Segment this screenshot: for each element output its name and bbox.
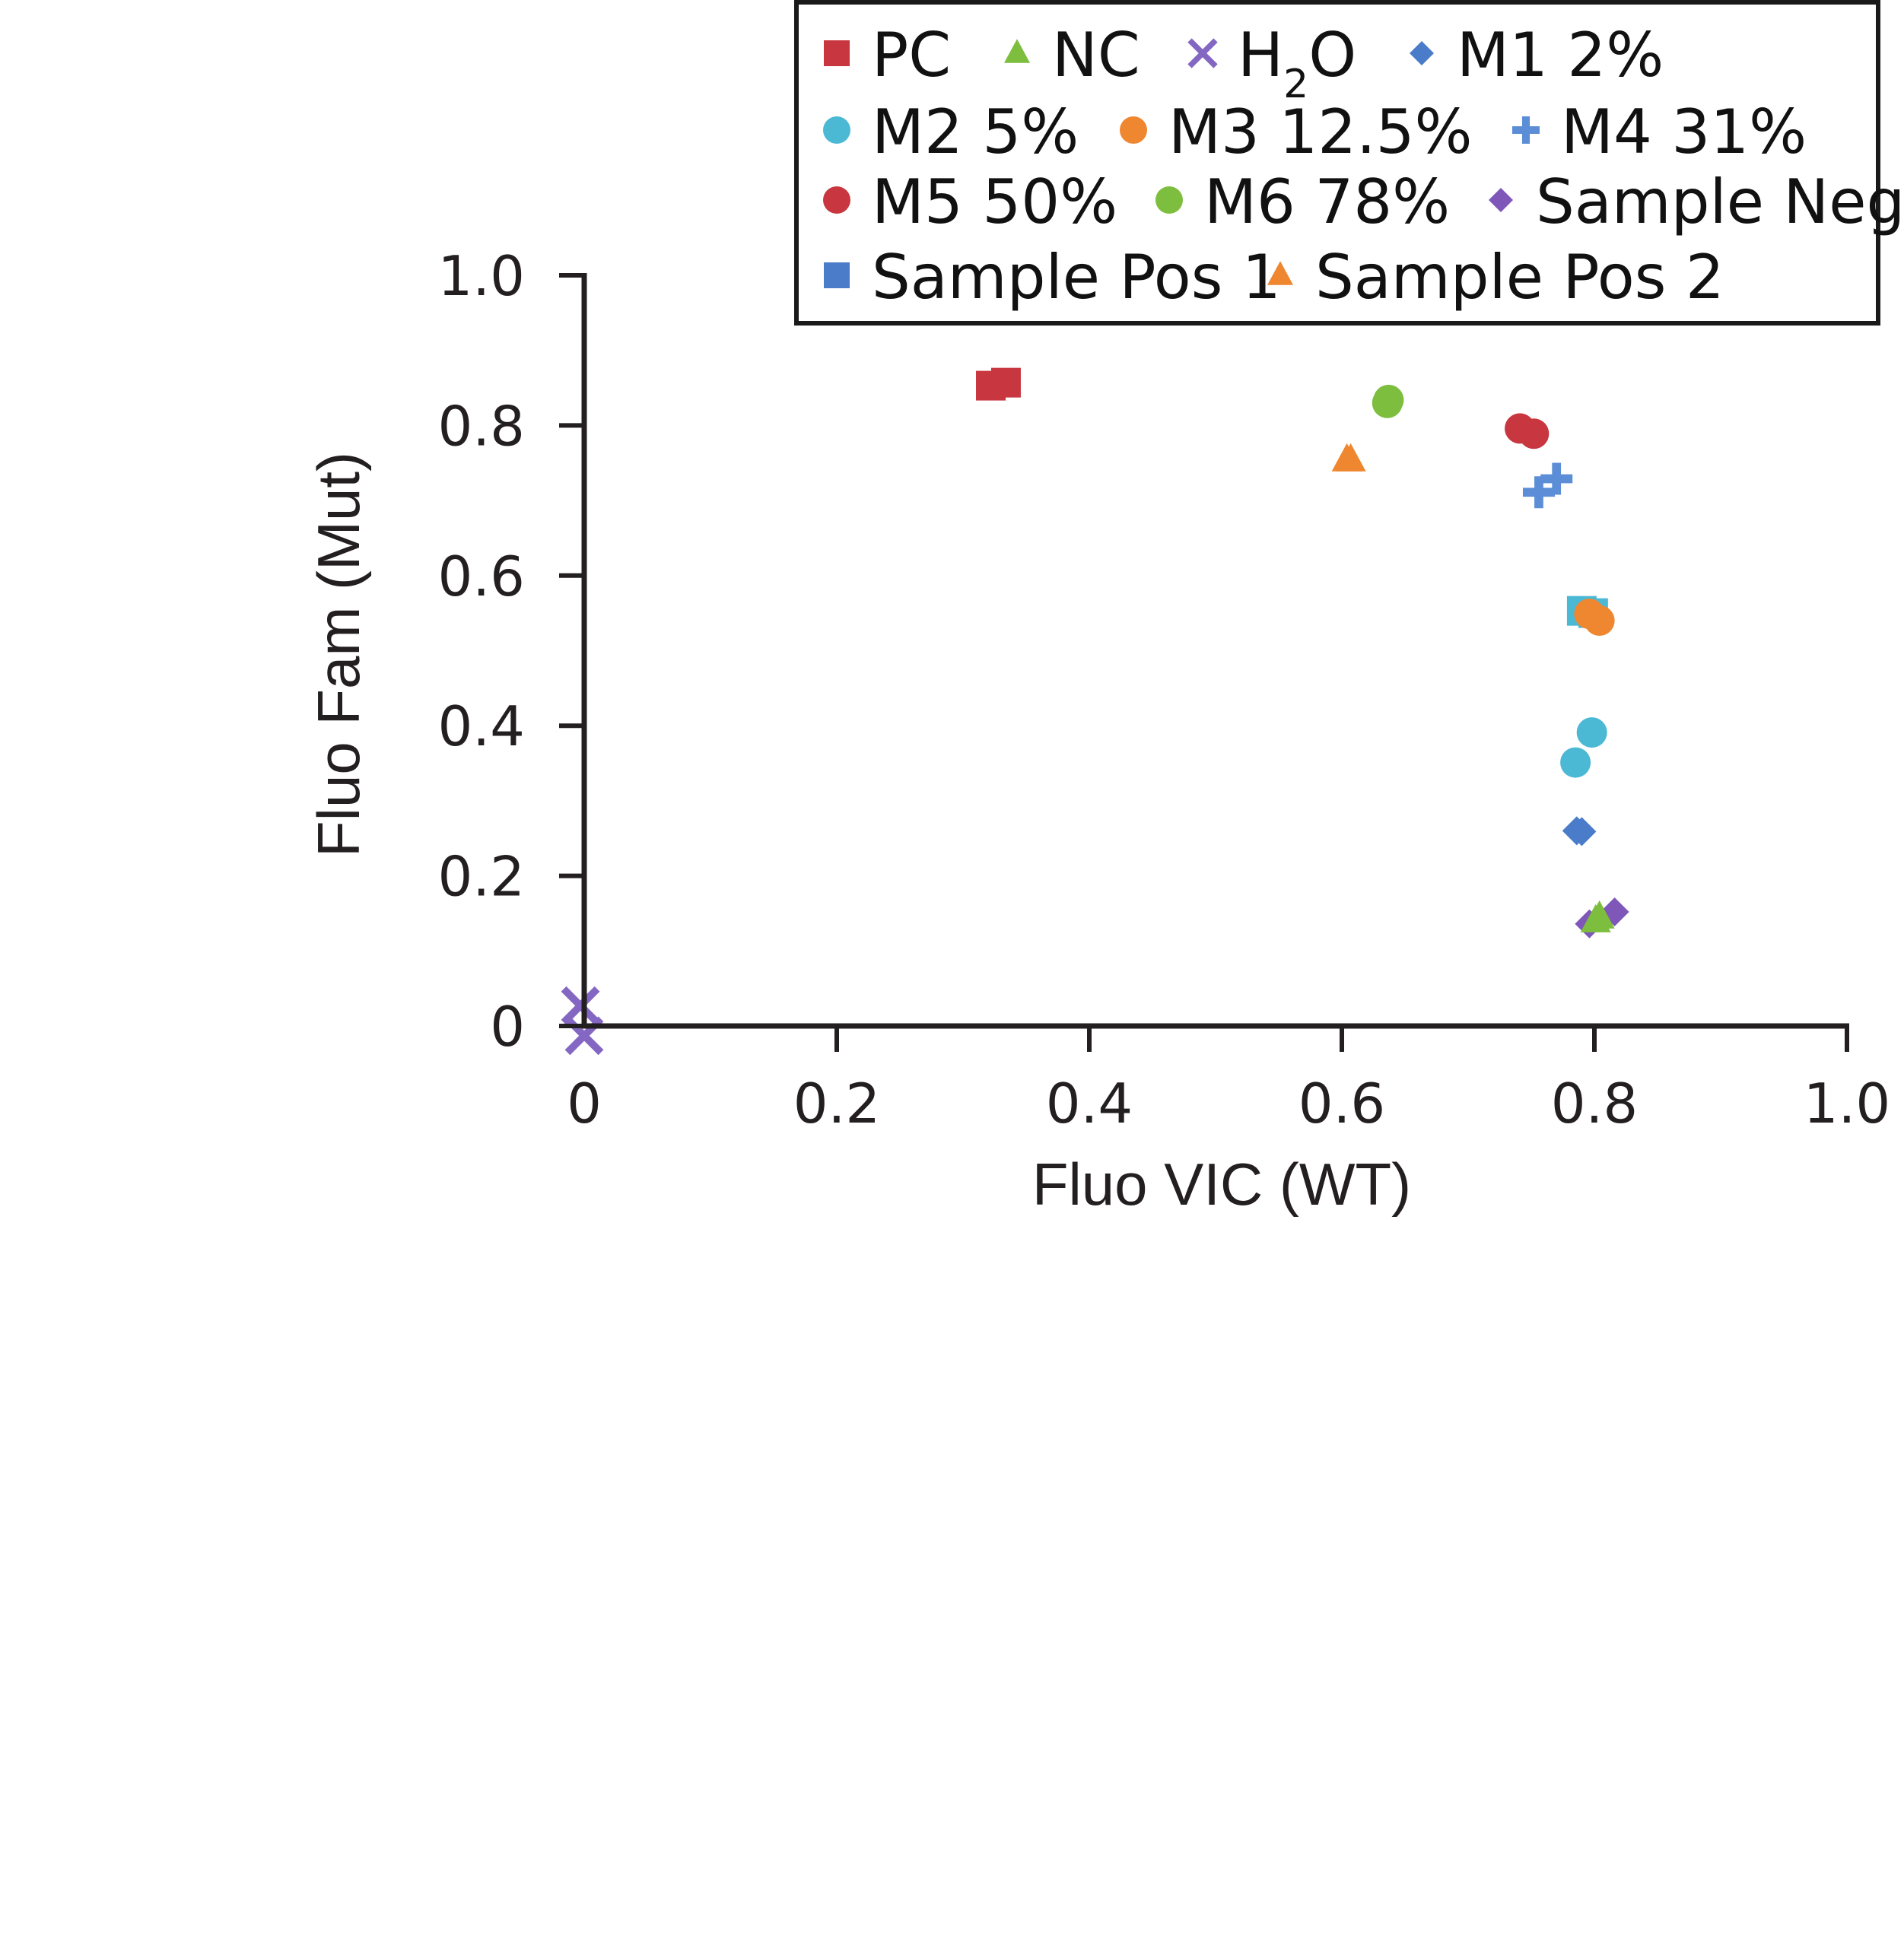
- legend-label-subscript: 2: [1283, 62, 1308, 107]
- legend-marker-sample-pos-2: [1267, 261, 1293, 285]
- legend-marker-m6-78pct: [1155, 186, 1183, 214]
- y-tick-label: 0.2: [437, 845, 525, 909]
- data-point-m1-2pct: [1567, 817, 1597, 846]
- legend-marker-sample-pos-1: [824, 262, 850, 288]
- y-tick-label: 0.4: [437, 694, 525, 758]
- legend: PC NC H2O M1 2% M2 5% M3 12.5% M4 31% M5 50% M6 …: [794, 0, 1904, 326]
- legend-item-m1-2pct: M1 2%: [1410, 20, 1664, 91]
- legend-label: M6 78%: [1204, 167, 1450, 237]
- data-points: [561, 367, 1629, 1056]
- legend-label: M1 2%: [1457, 20, 1664, 91]
- series-pc: [976, 367, 1021, 401]
- y-tick-label: 0.8: [437, 394, 525, 458]
- axes: 0 0.2 0.4 0.6 0.8 1.0 0 0.2 0.4 0.6 0.8 1.0 Fluo V…: [305, 244, 1890, 1218]
- legend-marker-m5-50pct: [823, 186, 850, 214]
- series-nc: [1580, 900, 1615, 932]
- x-tick-label: 0.6: [1298, 1072, 1386, 1135]
- data-point-m3-12-5pct: [1584, 605, 1615, 637]
- data-point-m2-5pct: [1560, 747, 1591, 778]
- legend-label: M5 50%: [872, 167, 1117, 237]
- y-tick-label: 1.0: [437, 244, 525, 308]
- series-m5-50pct: [1505, 413, 1550, 449]
- x-ticks: 0 0.2 0.4 0.6 0.8 1.0: [567, 1026, 1890, 1135]
- legend-label: Sample Pos 2: [1315, 242, 1724, 313]
- legend-item-sample-pos-1: Sample Pos 1: [824, 242, 1281, 313]
- y-tick-label: 0: [490, 995, 525, 1059]
- series-m1-2pct: [1562, 816, 1597, 846]
- data-point-m2-5pct: [1576, 717, 1607, 748]
- y-tick-label: 0.6: [437, 545, 525, 608]
- legend-item-m5-50pct: M5 50%: [823, 167, 1117, 237]
- data-point-m6-78pct: [1373, 384, 1404, 415]
- series-m6-78pct: [1372, 384, 1404, 418]
- legend-label: NC: [1052, 20, 1140, 91]
- legend-marker-m2-5pct: [823, 116, 850, 144]
- legend-label: M4 31%: [1561, 97, 1807, 167]
- legend-marker-sample-neg: [1489, 188, 1513, 212]
- legend-label: H2O: [1238, 20, 1356, 107]
- legend-box: [794, 0, 1880, 326]
- series-m4-31pct: [1522, 462, 1573, 509]
- legend-marker-m3-12-5pct: [1120, 116, 1147, 144]
- x-tick-label: 0: [567, 1072, 602, 1135]
- series-m3-12-5pct: [1574, 599, 1615, 637]
- legend-label: M2 5%: [872, 97, 1079, 167]
- legend-item-m2-5pct: M2 5%: [823, 97, 1079, 167]
- data-point-h2o: [561, 986, 600, 1025]
- x-axis-title: Fluo VIC (WT): [1032, 1151, 1411, 1218]
- data-point-pc: [990, 367, 1021, 398]
- legend-label: PC: [872, 20, 951, 91]
- data-point-m5-50pct: [1518, 418, 1550, 449]
- legend-item-nc: NC: [1004, 20, 1140, 91]
- series-sample-pos-2: [1331, 443, 1366, 472]
- legend-item-pc: PC: [824, 20, 951, 91]
- legend-item-sample-neg: Sample Neg: [1489, 167, 1904, 237]
- data-point-nc: [1584, 900, 1615, 929]
- legend-label: Sample Pos 1: [872, 242, 1281, 313]
- legend-marker-nc: [1004, 39, 1030, 63]
- x-tick-label: 1.0: [1804, 1072, 1891, 1135]
- legend-item-m3-12-5pct: M3 12.5%: [1120, 97, 1473, 167]
- legend-items: PC NC H2O M1 2% M2 5% M3 12.5% M4 31% M5 50% M6 …: [823, 20, 1904, 313]
- y-ticks: 0 0.2 0.4 0.6 0.8 1.0: [437, 244, 584, 1059]
- legend-label-tail: O: [1308, 20, 1356, 91]
- x-tick-label: 0.2: [793, 1072, 881, 1135]
- legend-item-sample-pos-2: Sample Pos 2: [1267, 242, 1724, 313]
- x-tick-label: 0.4: [1046, 1072, 1133, 1135]
- data-point-sample-pos-2: [1335, 443, 1366, 472]
- y-axis-title: Fluo Fam (Mut): [305, 452, 372, 857]
- x-tick-label: 0.8: [1551, 1072, 1639, 1135]
- legend-item-m6-78pct: M6 78%: [1155, 167, 1450, 237]
- legend-marker-m1-2pct: [1410, 41, 1434, 65]
- legend-item-m4-31pct: M4 31%: [1512, 97, 1807, 167]
- legend-label-main: H: [1238, 20, 1283, 91]
- data-point-m4-31pct: [1522, 476, 1555, 509]
- legend-marker-m4-31pct: [1512, 116, 1540, 144]
- legend-label: M3 12.5%: [1168, 97, 1473, 167]
- legend-item-h2o: H2O: [1187, 20, 1356, 107]
- legend-marker-pc: [824, 40, 850, 66]
- legend-marker-h2o: [1187, 38, 1218, 68]
- legend-label: Sample Neg: [1536, 167, 1904, 237]
- series-m2-5pct: [1560, 717, 1607, 778]
- data-point-m4-31pct: [1540, 462, 1573, 495]
